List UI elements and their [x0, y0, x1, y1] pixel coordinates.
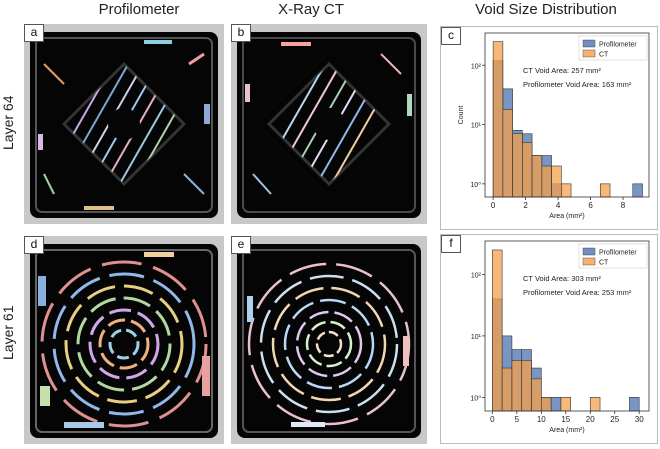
xray-ct-image-layer-64	[231, 24, 427, 224]
x-tick-label: 0	[490, 415, 495, 424]
row-label-layer-61: Layer 61	[0, 305, 16, 360]
annotation-void-area: CT Void Area: 257 mm²	[523, 66, 601, 75]
legend-label-ct: CT	[599, 260, 609, 267]
panel-tag-f: f	[441, 235, 461, 253]
x-tick-label: 10	[537, 415, 546, 424]
bar-ct-2	[511, 360, 523, 412]
legend-swatch-profilometer	[582, 39, 596, 48]
legend-label-ct: CT	[599, 52, 609, 59]
bar-profilometer-6	[550, 397, 562, 412]
y-tick-label: 10⁰	[470, 181, 481, 189]
bar-ct-3	[521, 360, 532, 412]
legend-swatch-profilometer	[582, 247, 596, 256]
bar-ct-1	[501, 367, 513, 412]
y-tick-label: 10⁰	[470, 394, 481, 402]
panel-tag-d: d	[24, 236, 44, 254]
bar-profilometer-7	[629, 397, 640, 412]
annotation-void-area: CT Void Area: 303 mm²	[523, 274, 601, 283]
legend-swatch-ct	[582, 49, 596, 58]
plot-frame	[484, 32, 650, 198]
bar-ct-4	[531, 155, 543, 198]
legend-swatch-ct	[582, 257, 596, 266]
column-title-profilometer: Profilometer	[98, 1, 180, 18]
bar-ct-5	[541, 165, 552, 198]
y-axis-label: Count	[458, 106, 465, 125]
y-tick-label: 10¹	[471, 334, 482, 341]
bar-ct-8	[599, 183, 611, 198]
bar-ct-2	[512, 133, 523, 198]
y-tick-label: 10²	[471, 63, 482, 70]
bar-ct-0	[492, 41, 504, 198]
x-axis-label: Area (mm²)	[549, 427, 584, 434]
y-tick-label: 10²	[471, 272, 482, 279]
panel-d-profilometer-layer-61: d	[24, 236, 224, 444]
annotation-void-area: Profilometer Void Area: 163 mm²	[523, 80, 632, 89]
legend-label-profilometer: Profilometer	[599, 250, 637, 257]
panel-b-xray-ct-layer-64: b	[231, 24, 427, 224]
panel-tag-b: b	[231, 24, 251, 42]
legend-label-profilometer: Profilometer	[599, 42, 637, 49]
panel-f-void-size-chart-layer-61: f 0 5 10 15 20 25 30 10⁰ 10¹ 10² Area (mm²) CT Void…	[440, 234, 658, 444]
panel-a-profilometer-layer-64: a	[24, 24, 224, 224]
bar-ct-6	[560, 397, 571, 412]
y-tick-label: 10¹	[471, 123, 482, 130]
bar-ct-0	[492, 249, 503, 412]
x-axis-label: Area (mm²)	[549, 213, 584, 220]
bar-profilometer-7	[632, 183, 643, 198]
column-title-void-size: Void Size Distribution	[475, 1, 617, 18]
profilometer-image-layer-64	[24, 24, 224, 224]
x-tick-label: 2	[523, 201, 528, 210]
x-tick-label: 0	[491, 201, 496, 210]
x-tick-label: 15	[561, 415, 570, 424]
bar-ct-1	[502, 109, 513, 198]
panel-e-xray-ct-layer-61: e	[231, 236, 427, 444]
bar-ct-3	[522, 142, 533, 198]
bar-ct-7	[589, 397, 601, 412]
x-tick-label: 5	[515, 415, 520, 424]
x-tick-label: 6	[588, 201, 593, 210]
panel-tag-a: a	[24, 24, 44, 42]
xray-ct-image-layer-61	[231, 236, 427, 444]
panel-tag-e: e	[231, 236, 251, 254]
plot-frame	[484, 240, 650, 412]
bar-ct-5	[540, 397, 552, 412]
row-label-layer-64: Layer 64	[0, 95, 16, 150]
x-tick-label: 8	[621, 201, 626, 210]
histogram-f: 0 5 10 15 20 25 30 10⁰ 10¹ 10² Area (mm²) CT Void A…	[470, 240, 650, 434]
x-tick-label: 4	[556, 201, 561, 210]
histogram-c: 0 2 4 6 8 10⁰ 10¹ 10² Area (mm²) Count CT Void Are…	[458, 32, 650, 220]
x-tick-label: 25	[610, 415, 619, 424]
panel-tag-c: c	[441, 27, 461, 45]
column-title-xray-ct: X-Ray CT	[278, 1, 344, 18]
bar-ct-6	[551, 165, 562, 198]
bar-ct-7	[561, 183, 572, 198]
annotation-void-area: Profilometer Void Area: 253 mm²	[523, 288, 632, 297]
x-tick-label: 20	[586, 415, 595, 424]
bar-ct-4	[531, 378, 542, 412]
profilometer-image-layer-61	[24, 236, 224, 444]
panel-c-void-size-chart-layer-64: c 0 2 4 6 8 10⁰ 10¹ 10² Area (mm²) Count CT Void A…	[440, 26, 658, 230]
x-tick-label: 30	[635, 415, 644, 424]
